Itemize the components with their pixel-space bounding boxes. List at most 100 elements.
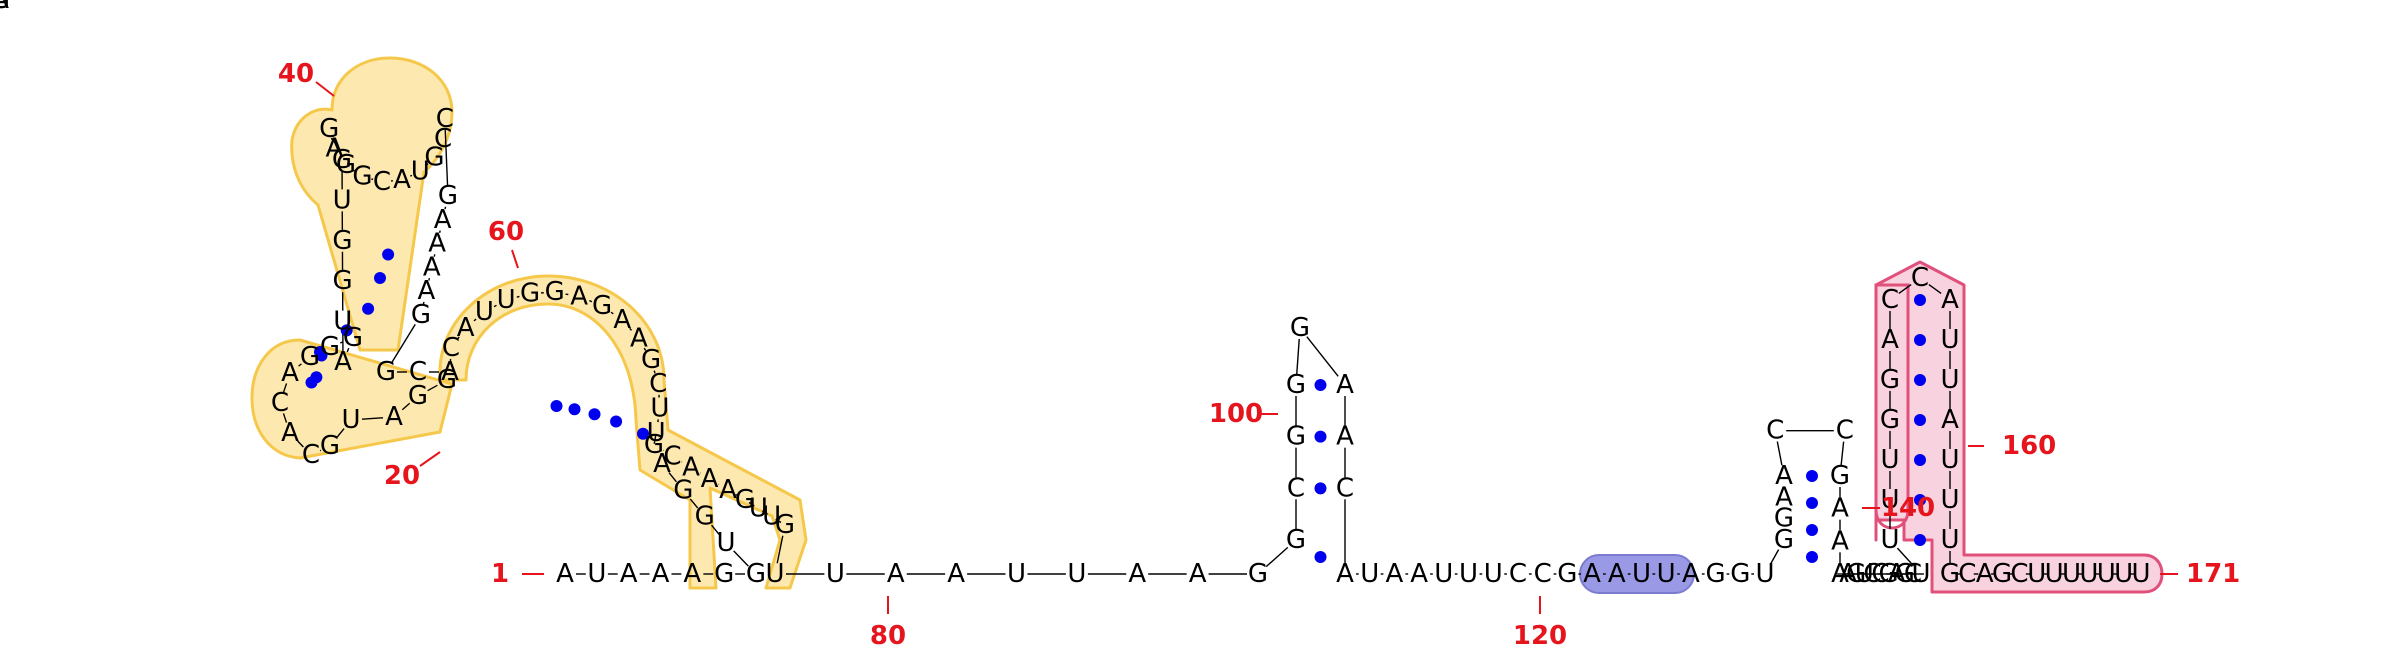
nucleotide: C xyxy=(1336,473,1354,503)
base-pair-dot xyxy=(1806,524,1818,536)
nucleotide: G xyxy=(0,0,10,15)
nucleotide: A xyxy=(947,559,965,589)
nucleotide: A xyxy=(1336,422,1354,452)
backbone-link xyxy=(1769,549,1780,565)
nucleotide: U xyxy=(650,394,669,424)
base-pair-dot xyxy=(550,400,563,412)
nucleotide: C xyxy=(1863,559,1881,589)
yellow-domain-band-1 xyxy=(290,56,454,352)
nucleotide: G xyxy=(545,277,565,307)
nucleotide: C xyxy=(434,124,452,154)
backbone-link xyxy=(493,304,497,308)
position-label-160: 160 xyxy=(2002,431,2056,461)
nucleotide: A xyxy=(1336,559,1354,589)
position-label-171: 171 xyxy=(2186,559,2240,589)
nucleotide: G xyxy=(644,430,664,460)
nucleotide: A xyxy=(1682,559,1700,589)
base-pair-dot xyxy=(1914,454,1926,466)
backbone-link xyxy=(689,498,699,509)
nucleotide: C xyxy=(649,369,667,399)
nucleotide: A xyxy=(1888,559,1906,589)
nucleotide: U xyxy=(1855,559,1874,589)
nucleotide: G xyxy=(1290,313,1310,343)
backbone-link xyxy=(516,295,520,298)
backbone-link xyxy=(336,428,345,438)
nucleotide: U xyxy=(497,285,516,315)
nucleotide: U xyxy=(826,559,845,589)
nucleotide: A xyxy=(887,559,905,589)
nucleotide: A xyxy=(281,358,299,388)
nucleotide: U xyxy=(1632,559,1651,589)
backbone-link xyxy=(589,299,593,303)
nucleotide: U xyxy=(1067,559,1086,589)
nucleotide: A xyxy=(1386,559,1404,589)
nucleotide: G xyxy=(520,278,540,308)
nucleotide: A xyxy=(434,205,452,235)
nucleotide: G xyxy=(641,345,661,375)
nucleotide: U xyxy=(1940,485,1959,515)
backbone-link xyxy=(282,413,288,423)
nucleotide: U xyxy=(1657,559,1676,589)
nucleotide: A xyxy=(1831,559,1849,589)
nucleotide: A xyxy=(1941,405,1959,435)
nucleotide: G xyxy=(438,181,458,211)
nucleotide: A xyxy=(457,313,475,343)
backbone-link xyxy=(433,254,436,257)
backbone-link xyxy=(410,174,413,177)
nucleotide: A xyxy=(1189,559,1207,589)
nucleotide: A xyxy=(1775,482,1793,512)
backbone-link xyxy=(297,440,304,448)
backbone-link xyxy=(298,363,302,367)
position-label-80: 80 xyxy=(870,621,906,651)
nucleotide: G xyxy=(673,475,693,505)
position-label-20: 20 xyxy=(384,461,420,491)
base-pair-dot xyxy=(1914,534,1926,546)
nucleotide: A xyxy=(1976,559,1994,589)
nucleotide: A xyxy=(1941,285,1959,315)
nucleotide: G xyxy=(1880,365,1900,395)
backbone-link xyxy=(643,347,647,351)
nucleotide: A xyxy=(428,229,446,259)
nucleotide: U xyxy=(587,559,606,589)
nucleotide: G xyxy=(343,323,363,353)
nucleotide: A xyxy=(630,324,648,354)
nucleotide: C xyxy=(1766,416,1784,446)
nucleotide: U xyxy=(333,185,352,215)
pink-highlight-inner xyxy=(1874,283,1910,530)
nucleotide: U xyxy=(1360,559,1379,589)
nucleotide: U xyxy=(475,297,494,327)
nucleotide: C xyxy=(302,440,320,470)
nucleotide: C xyxy=(0,0,9,15)
backbone-link xyxy=(1296,338,1300,375)
backbone-link xyxy=(456,336,460,340)
backbone-link xyxy=(422,301,425,305)
nucleotide: G xyxy=(1774,525,1794,555)
nucleotide: G xyxy=(333,266,353,296)
base-pair-dot xyxy=(1314,482,1327,495)
nucleotide: U xyxy=(2045,559,2064,589)
backbone-link xyxy=(1928,283,1942,295)
nucleotide: A xyxy=(1881,325,1899,355)
nucleotide: G xyxy=(336,150,356,180)
backbone-link xyxy=(282,383,288,393)
nucleotide: U xyxy=(2114,559,2133,589)
nucleotide: A xyxy=(701,464,719,494)
backbone-link xyxy=(473,318,477,322)
backbone-link xyxy=(437,147,440,150)
nucleotide: G xyxy=(1286,422,1306,452)
backbone-link xyxy=(1776,441,1783,466)
base-pair-dot xyxy=(362,302,375,315)
position-label-40: 40 xyxy=(278,59,314,89)
nucleotide: G xyxy=(332,145,352,175)
nucleotide: A xyxy=(281,418,299,448)
nucleotide: U xyxy=(411,157,430,187)
backbone-link xyxy=(735,493,738,497)
position-label-100: 100 xyxy=(1209,399,1263,429)
yellow-domain-band-2 xyxy=(250,338,454,460)
nucleotide: A xyxy=(1831,526,1849,556)
position-label-1: 1 xyxy=(491,559,509,589)
nucleotide: G xyxy=(411,300,431,330)
nucleotide: G xyxy=(1846,559,1866,589)
nucleotide: C xyxy=(1881,285,1899,315)
nucleotide: G xyxy=(319,114,339,144)
